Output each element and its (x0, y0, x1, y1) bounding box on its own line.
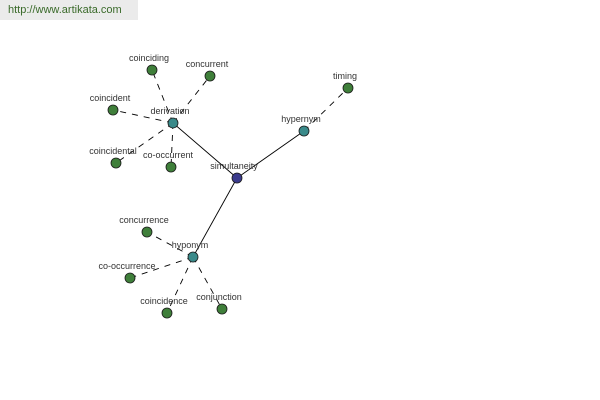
node-label-co-occurrent: co-occurrent (143, 150, 194, 160)
node-co-occurrence[interactable] (124, 272, 136, 284)
node-simultaneity[interactable] (231, 172, 243, 184)
node-label-hyponym: hyponym (172, 240, 209, 250)
node-label-coinciding: coinciding (129, 53, 169, 63)
node-coinciding[interactable] (146, 64, 158, 76)
edge-simultaneity-hyponym (192, 177, 238, 258)
node-label-conjunction: conjunction (196, 292, 242, 302)
node-concurrent[interactable] (204, 70, 216, 82)
node-coincident[interactable] (107, 104, 119, 116)
node-label-concurrence: concurrence (119, 215, 169, 225)
node-derivation[interactable] (167, 117, 179, 129)
node-label-coincidence: coincidence (140, 296, 188, 306)
node-label-concurrent: concurrent (186, 59, 229, 69)
node-coincidence[interactable] (161, 307, 173, 319)
edge-derivation-coinciding (151, 69, 174, 124)
edge-derivation-concurrent (172, 75, 211, 124)
node-timing[interactable] (342, 82, 354, 94)
node-conjunction[interactable] (216, 303, 228, 315)
node-label-coincident: coincident (90, 93, 131, 103)
edge-simultaneity-hypernym (236, 130, 305, 179)
edge-derivation-coincident (112, 109, 174, 124)
edge-derivation-co-occurrent (170, 122, 174, 168)
edge-hyponym-concurrence (146, 231, 194, 258)
edge-simultaneity-derivation (172, 122, 238, 179)
node-label-timing: timing (333, 71, 357, 81)
edge-hyponym-coincidence (166, 256, 194, 314)
node-hyponym[interactable] (187, 251, 199, 263)
node-label-hypernym: hypernym (281, 114, 321, 124)
edge-hyponym-conjunction (192, 256, 223, 310)
edge-hypernym-timing (303, 87, 349, 132)
node-concurrence[interactable] (141, 226, 153, 238)
watermark-url[interactable]: http://www.artikata.com (8, 4, 122, 16)
node-label-derivation: derivation (150, 106, 189, 116)
node-co-occurrent[interactable] (165, 161, 177, 173)
watermark-banner: http://www.artikata.com (0, 0, 138, 20)
node-hypernym[interactable] (298, 125, 310, 137)
node-label-coincidental: coincidental (89, 146, 137, 156)
node-label-co-occurrence: co-occurrence (98, 261, 155, 271)
node-label-simultaneity: simultaneity (210, 161, 258, 171)
node-coincidental[interactable] (110, 157, 122, 169)
